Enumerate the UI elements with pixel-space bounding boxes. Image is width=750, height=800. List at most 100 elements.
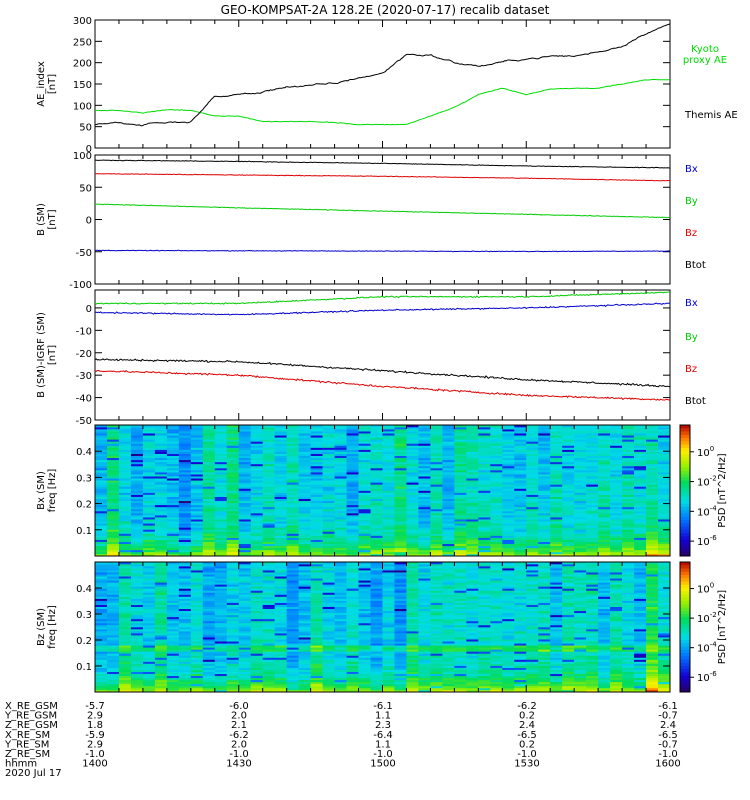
heatmap-cell xyxy=(586,504,599,508)
heatmap-cell xyxy=(202,624,216,628)
heatmap-cell xyxy=(610,463,623,467)
heatmap-cell xyxy=(154,439,168,442)
heatmap-cell xyxy=(214,578,228,581)
heatmap-cell xyxy=(130,590,144,593)
heatmap-cell xyxy=(190,627,204,630)
heatmap-cell xyxy=(298,490,311,493)
heatmap-cell xyxy=(298,677,311,681)
heatmap-cell xyxy=(106,637,120,640)
heatmap-cell xyxy=(574,500,587,504)
heatmap-cell xyxy=(310,480,323,483)
heatmap-cell xyxy=(106,669,120,672)
heatmap-cell xyxy=(466,467,479,471)
heatmap-cell xyxy=(274,425,287,428)
heatmap-cell xyxy=(310,620,323,624)
heatmap-cell xyxy=(658,553,671,557)
heatmap-cell xyxy=(130,508,144,512)
heatmap-cell xyxy=(298,633,311,636)
heatmap-cell xyxy=(250,515,264,518)
heatmap-cell xyxy=(346,679,359,683)
heatmap-cell xyxy=(166,600,180,603)
heatmap-cell xyxy=(190,425,204,428)
heatmap-cell xyxy=(622,517,635,520)
heatmap-cell xyxy=(310,643,323,646)
heatmap-cell xyxy=(370,515,383,518)
heatmap-cell xyxy=(214,482,228,485)
heatmap-cell xyxy=(274,443,287,446)
heatmap-cell xyxy=(454,500,467,504)
heatmap-cell xyxy=(358,527,371,530)
heatmap-cell xyxy=(322,494,335,497)
heatmap-cell xyxy=(358,461,371,465)
heatmap-cell xyxy=(166,669,180,672)
heatmap-cell xyxy=(214,610,228,614)
heatmap-cell xyxy=(250,478,264,481)
heatmap-cell xyxy=(95,633,108,636)
heatmap-cell xyxy=(95,470,108,473)
heatmap-cell xyxy=(274,525,287,528)
heatmap-cell xyxy=(106,653,120,656)
heatmap-cell xyxy=(298,598,311,601)
heatmap-cell xyxy=(346,551,359,555)
heatmap-cell xyxy=(142,616,156,620)
heatmap-cell xyxy=(262,502,275,506)
heatmap-cell xyxy=(214,465,228,469)
heatmap-cell xyxy=(286,482,299,485)
heatmap-cell xyxy=(514,527,527,530)
heatmap-cell xyxy=(118,641,132,644)
heatmap-cell xyxy=(178,445,192,448)
heatmap-cell xyxy=(334,606,347,610)
heatmap-cell xyxy=(478,427,491,430)
heatmap-cell xyxy=(370,504,383,508)
heatmap-cell xyxy=(358,435,371,438)
heatmap-cell xyxy=(238,645,252,648)
heatmap-cell xyxy=(466,476,479,479)
heatmap-cell xyxy=(442,451,455,454)
heatmap-cell xyxy=(142,543,156,547)
heatmap-cell xyxy=(586,547,599,551)
heatmap-cell xyxy=(286,564,299,567)
colorbar-segment xyxy=(680,506,690,511)
heatmap-cell xyxy=(502,490,515,493)
heatmap-cell xyxy=(274,490,287,493)
heatmap-cell xyxy=(310,433,323,436)
heatmap-cell xyxy=(322,689,335,693)
heatmap-cell xyxy=(346,474,359,477)
heatmap-cell xyxy=(358,547,371,551)
heatmap-cell xyxy=(274,494,287,497)
heatmap-cell xyxy=(310,667,323,670)
heatmap-cell xyxy=(514,425,527,428)
heatmap-cell xyxy=(442,465,455,469)
heatmap-cell xyxy=(514,496,527,499)
heatmap-cell xyxy=(310,521,323,524)
heatmap-cell xyxy=(106,600,120,603)
heatmap-cell xyxy=(538,508,551,512)
heatmap-cell xyxy=(106,535,120,538)
heatmap-cell xyxy=(250,685,264,689)
heatmap-cell xyxy=(346,437,359,440)
heatmap-cell xyxy=(646,441,659,444)
heatmap-cell xyxy=(478,551,491,555)
heatmap-cell xyxy=(274,582,287,585)
heatmap-cell xyxy=(346,663,359,666)
heatmap-cell xyxy=(202,429,216,432)
heatmap-cell xyxy=(622,478,635,481)
heatmap-cell xyxy=(334,523,347,526)
heatmap-cell xyxy=(142,667,156,670)
heatmap-cell xyxy=(490,529,503,532)
heatmap-cell xyxy=(142,525,156,528)
heatmap-cell xyxy=(166,494,180,497)
heatmap-cell xyxy=(598,521,611,524)
heatmap-cell xyxy=(142,531,156,534)
heatmap-cell xyxy=(490,451,503,454)
heatmap-cell xyxy=(370,525,383,528)
heatmap-cell xyxy=(634,461,647,465)
heatmap-cell xyxy=(142,614,156,618)
heatmap-cell xyxy=(322,673,335,677)
heatmap-cell xyxy=(238,510,252,514)
heatmap-cell xyxy=(274,529,287,532)
heatmap-cell xyxy=(238,586,252,589)
heatmap-cell xyxy=(562,447,575,450)
heatmap-cell xyxy=(394,513,407,516)
heatmap-cell xyxy=(130,564,144,567)
